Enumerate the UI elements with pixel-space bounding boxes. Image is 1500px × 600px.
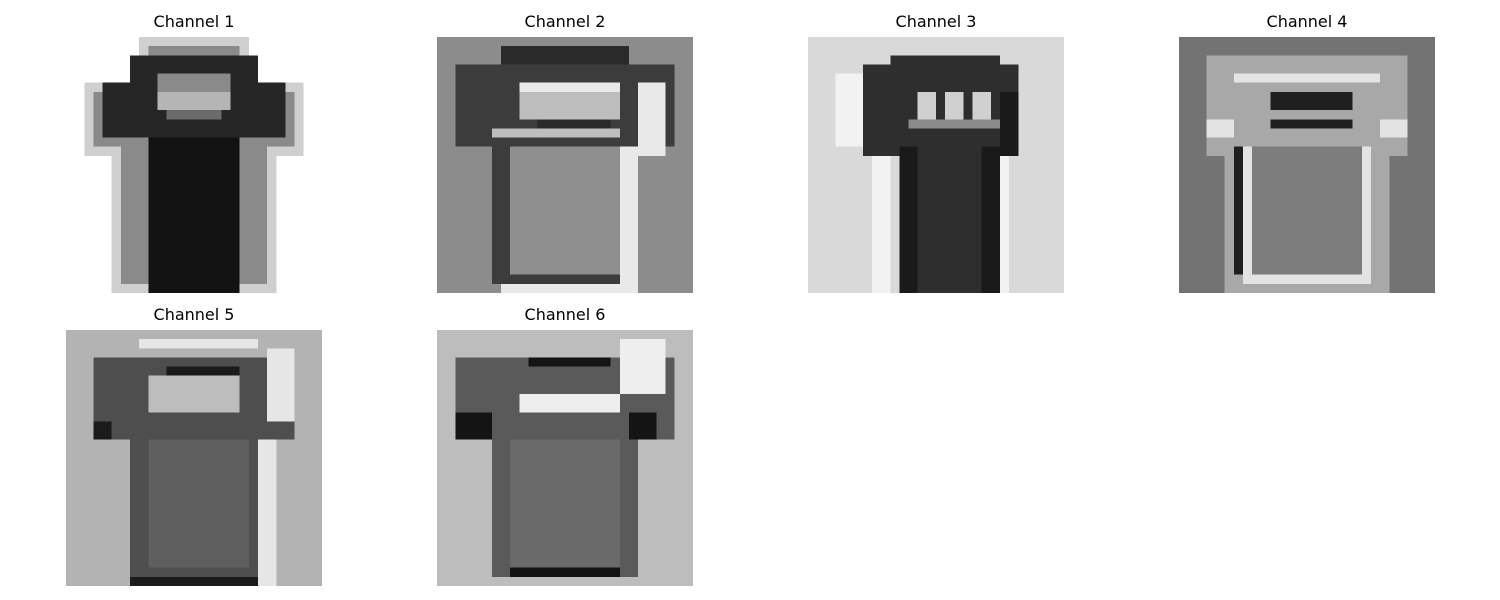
channel-6-title: Channel 6 (524, 305, 606, 324)
channel-1-panel: Channel 1 (66, 13, 322, 293)
channel-4-title: Channel 4 (1266, 12, 1348, 31)
channel-3-panel: Channel 3 (808, 13, 1064, 293)
channel-4-panel: Channel 4 (1179, 13, 1435, 293)
channel-1-feature-map (66, 37, 322, 293)
channel-1-title: Channel 1 (153, 12, 235, 31)
channel-2-panel: Channel 2 (437, 13, 693, 293)
channel-5-feature-map (66, 330, 322, 586)
channel-3-feature-map (808, 37, 1064, 293)
channel-5-title: Channel 5 (153, 305, 235, 324)
channel-5-panel: Channel 5 (66, 306, 322, 586)
channel-3-title: Channel 3 (895, 12, 977, 31)
channel-2-feature-map (437, 37, 693, 293)
channel-2-title: Channel 2 (524, 12, 606, 31)
channel-6-feature-map (437, 330, 693, 586)
channel-4-feature-map (1179, 37, 1435, 293)
channel-6-panel: Channel 6 (437, 306, 693, 586)
